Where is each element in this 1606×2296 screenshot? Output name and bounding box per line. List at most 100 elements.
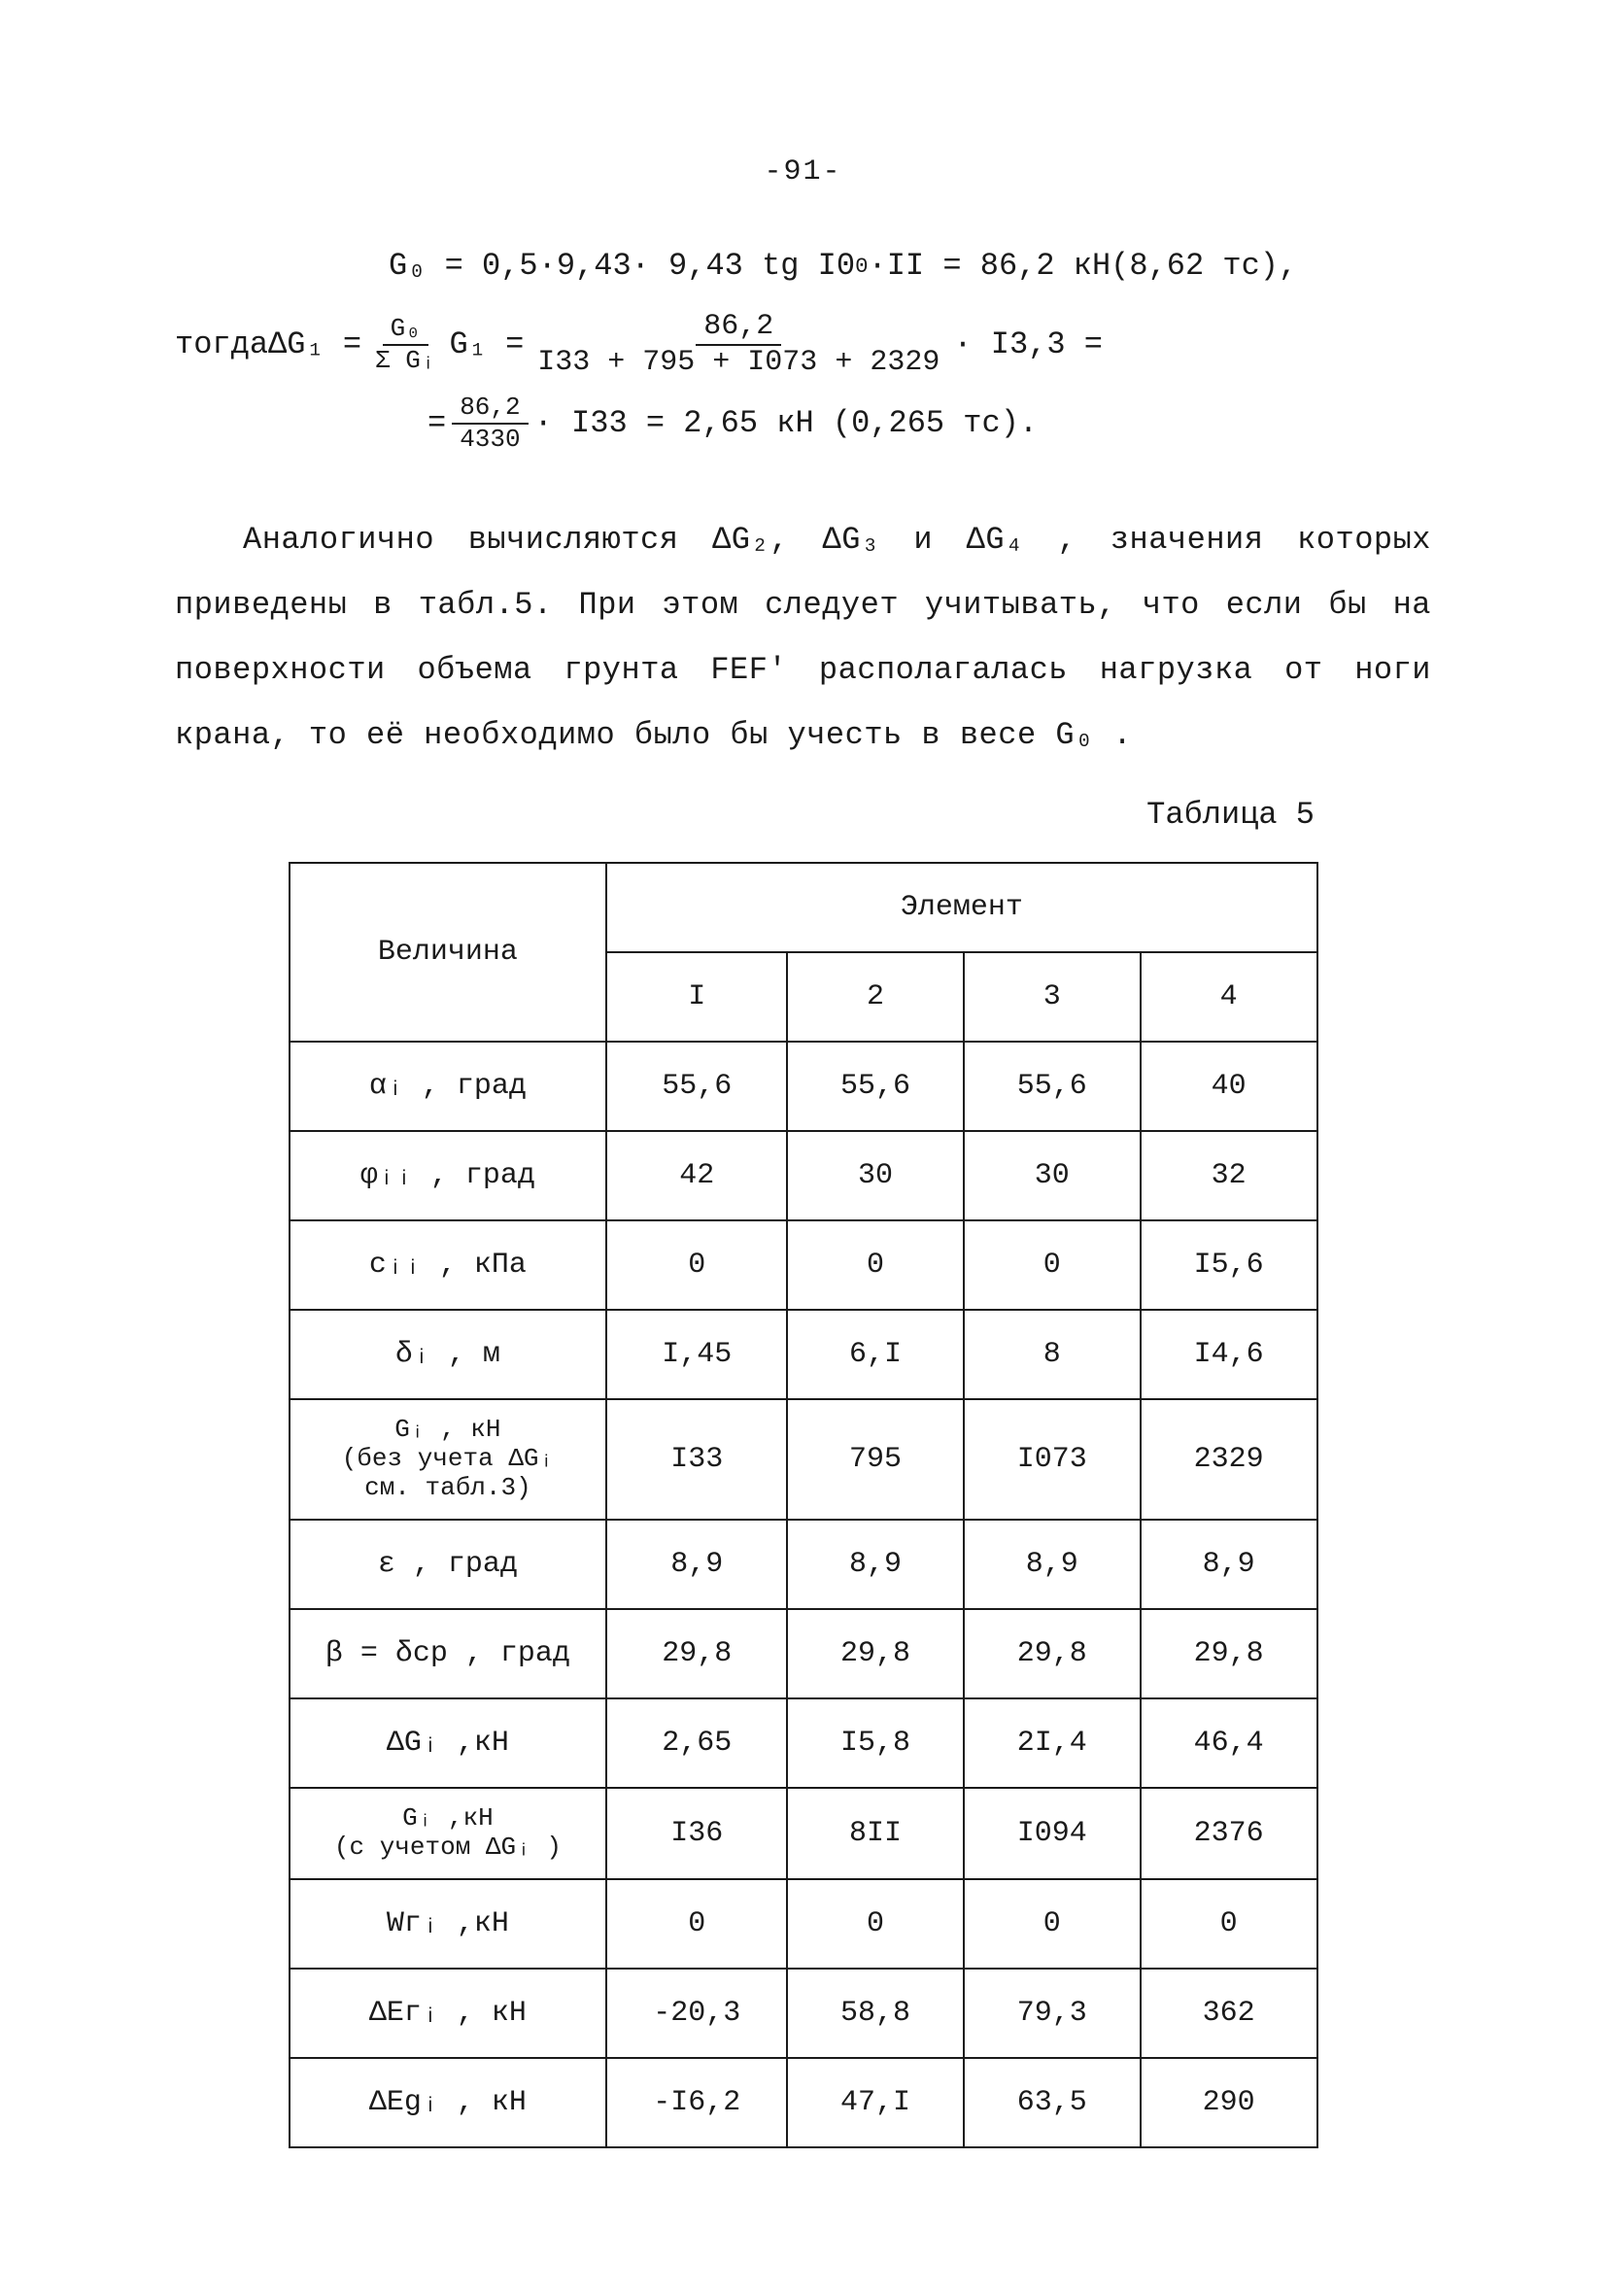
value-cell: 6,I [787, 1310, 964, 1399]
eq2-tail: · I3,3 = [953, 316, 1103, 375]
param-cell: αᵢ , град [290, 1042, 607, 1131]
value-cell: 8 [964, 1310, 1141, 1399]
value-cell: 0 [606, 1220, 787, 1310]
eq1-expr-a: = 0,5·9,43· 9,43 tg I0 [445, 237, 855, 296]
value-cell: 362 [1141, 1969, 1317, 2058]
value-cell: 32 [1141, 1131, 1317, 1220]
value-cell: 55,6 [964, 1042, 1141, 1131]
col-header-1: I [606, 952, 787, 1042]
param-cell: φᵢᵢ , град [290, 1131, 607, 1220]
value-cell: I5,8 [787, 1698, 964, 1788]
value-cell: 46,4 [1141, 1698, 1317, 1788]
eq3-eq: = [427, 394, 446, 454]
value-cell: I073 [964, 1399, 1141, 1520]
value-cell: 29,8 [1141, 1609, 1317, 1698]
value-cell: 8,9 [787, 1520, 964, 1609]
value-cell: 58,8 [787, 1969, 964, 2058]
param-cell: ΔEgᵢ , кН [290, 2058, 607, 2147]
value-cell: 55,6 [606, 1042, 787, 1131]
eq2-frac1-num: G₀ [383, 316, 428, 346]
page-number: -91- [175, 155, 1431, 188]
eq2-frac2: 86,2 I33 + 795 + I073 + 2329 [530, 312, 947, 379]
value-cell: 29,8 [787, 1609, 964, 1698]
value-cell: 0 [964, 1220, 1141, 1310]
value-cell: 79,3 [964, 1969, 1141, 2058]
param-cell: β = δср , град [290, 1609, 607, 1698]
table-row: ΔEgᵢ , кН-I6,247,I63,5290 [290, 2058, 1317, 2147]
table-body: αᵢ , град55,655,655,640φᵢᵢ , град4230303… [290, 1042, 1317, 2146]
value-cell: 8,9 [964, 1520, 1141, 1609]
value-cell: 30 [964, 1131, 1141, 1220]
eq2-frac1-den: Σ Gᵢ [367, 346, 443, 374]
table-head: Величина Элемент I 2 3 4 [290, 863, 1317, 1042]
eq1-lhs: G₀ [389, 237, 426, 296]
value-cell: 2,65 [606, 1698, 787, 1788]
eq2-frac1: G₀ Σ Gᵢ [367, 316, 443, 375]
value-cell: 29,8 [606, 1609, 787, 1698]
eq2-prefix: тогда [175, 316, 268, 375]
header-param: Величина [290, 863, 607, 1042]
table-header-row-1: Величина Элемент [290, 863, 1317, 952]
table-row: δᵢ , мI,456,I8I4,6 [290, 1310, 1317, 1399]
value-cell: 2329 [1141, 1399, 1317, 1520]
table-row: cᵢᵢ , кПа000I5,6 [290, 1220, 1317, 1310]
value-cell: 0 [1141, 1879, 1317, 1969]
equation-line-1: G₀ = 0,5·9,43· 9,43 tg I00 ·II = 86,2 кН… [175, 237, 1431, 296]
value-cell: 0 [964, 1879, 1141, 1969]
value-cell: I094 [964, 1788, 1141, 1879]
value-cell: -20,3 [606, 1969, 787, 2058]
table-row: αᵢ , град55,655,655,640 [290, 1042, 1317, 1131]
col-header-4: 4 [1141, 952, 1317, 1042]
value-cell: 29,8 [964, 1609, 1141, 1698]
value-cell: I4,6 [1141, 1310, 1317, 1399]
param-cell: δᵢ , м [290, 1310, 607, 1399]
eq2-delta: ΔG₁ = [268, 316, 361, 375]
eq2-frac2-den: I33 + 795 + I073 + 2329 [530, 346, 947, 379]
value-cell: I,45 [606, 1310, 787, 1399]
param-cell: Gᵢ ,кН(с учетом ΔGᵢ ) [290, 1788, 607, 1879]
eq3-frac: 86,2 4330 [452, 394, 528, 454]
table-row: Gᵢ ,кН(с учетом ΔGᵢ )I368III0942376 [290, 1788, 1317, 1879]
eq2-frac2-num: 86,2 [696, 312, 781, 347]
value-cell: 0 [787, 1879, 964, 1969]
value-cell: 55,6 [787, 1042, 964, 1131]
value-cell: 290 [1141, 2058, 1317, 2147]
value-cell: -I6,2 [606, 2058, 787, 2147]
value-cell: 8,9 [606, 1520, 787, 1609]
eq1-expr-b: ·II = 86,2 кН(8,62 тс), [869, 237, 1298, 296]
table-row: Gᵢ , кН(без учета ΔGᵢсм. табл.3)I33795I0… [290, 1399, 1317, 1520]
equation-line-2: тогда ΔG₁ = G₀ Σ Gᵢ G₁ = 86,2 I33 + 795 … [175, 312, 1431, 379]
param-cell: ε , град [290, 1520, 607, 1609]
value-cell: 8II [787, 1788, 964, 1879]
eq1-sup: 0 [855, 246, 868, 288]
equation-line-3: = 86,2 4330 · I33 = 2,65 кН (0,265 тс). [175, 394, 1431, 454]
col-header-2: 2 [787, 952, 964, 1042]
param-cell: ΔGᵢ ,кН [290, 1698, 607, 1788]
eq3-frac-num: 86,2 [452, 394, 528, 425]
value-cell: I36 [606, 1788, 787, 1879]
eq2-mid: G₁ = [449, 316, 524, 375]
value-cell: 40 [1141, 1042, 1317, 1131]
value-cell: 30 [787, 1131, 964, 1220]
table-row: Wгᵢ ,кН0000 [290, 1879, 1317, 1969]
param-cell: ΔEгᵢ , кН [290, 1969, 607, 2058]
value-cell: 2I,4 [964, 1698, 1141, 1788]
param-cell: Gᵢ , кН(без учета ΔGᵢсм. табл.3) [290, 1399, 607, 1520]
header-element: Элемент [606, 863, 1316, 952]
value-cell: 8,9 [1141, 1520, 1317, 1609]
equation-block: G₀ = 0,5·9,43· 9,43 tg I00 ·II = 86,2 кН… [175, 237, 1431, 454]
value-cell: 0 [787, 1220, 964, 1310]
value-cell: I33 [606, 1399, 787, 1520]
body-paragraph: Аналогично вычисляются ΔG₂, ΔG₃ и ΔG₄ , … [175, 507, 1431, 769]
data-table: Величина Элемент I 2 3 4 αᵢ , град55,655… [289, 862, 1318, 2147]
value-cell: 63,5 [964, 2058, 1141, 2147]
document-page: -91- G₀ = 0,5·9,43· 9,43 tg I00 ·II = 86… [0, 0, 1606, 2245]
value-cell: 42 [606, 1131, 787, 1220]
table-row: ε , град8,98,98,98,9 [290, 1520, 1317, 1609]
eq3-tail: · I33 = 2,65 кН (0,265 тс). [534, 394, 1038, 454]
table-row: ΔGᵢ ,кН2,65I5,82I,446,4 [290, 1698, 1317, 1788]
value-cell: I5,6 [1141, 1220, 1317, 1310]
value-cell: 2376 [1141, 1788, 1317, 1879]
table-row: β = δср , град29,829,829,829,8 [290, 1609, 1317, 1698]
value-cell: 0 [606, 1879, 787, 1969]
